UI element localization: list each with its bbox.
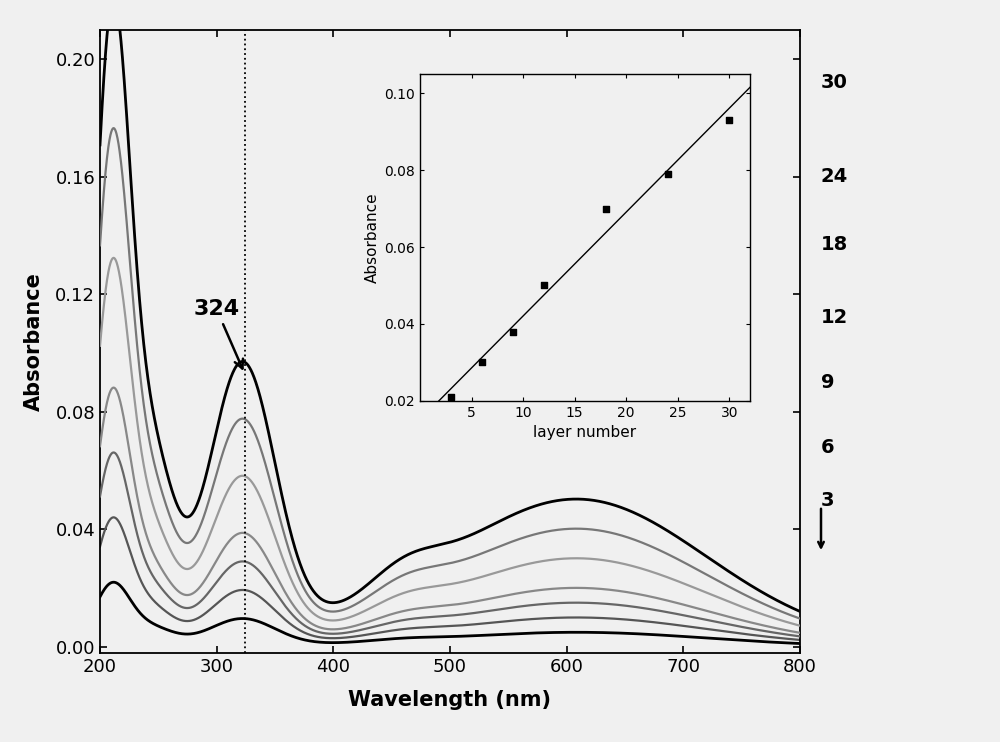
Point: [721, 114, 737, 126]
Point: [598, 203, 614, 214]
X-axis label: Wavelength (nm): Wavelength (nm): [348, 690, 552, 709]
Text: 9: 9: [821, 373, 834, 392]
Point: [505, 326, 521, 338]
Text: 324: 324: [193, 299, 243, 369]
Text: 3: 3: [821, 490, 834, 510]
Text: 18: 18: [821, 234, 848, 254]
Point: [474, 356, 490, 368]
X-axis label: layer number: layer number: [533, 425, 637, 440]
Y-axis label: Absorbance: Absorbance: [24, 272, 44, 411]
Text: 6: 6: [821, 438, 835, 456]
Point: [443, 391, 459, 403]
Text: 12: 12: [821, 308, 848, 327]
Text: 24: 24: [821, 167, 848, 186]
Y-axis label: Absorbance: Absorbance: [365, 192, 380, 283]
Text: 30: 30: [821, 73, 848, 92]
Point: [536, 280, 552, 292]
Point: [660, 168, 676, 180]
